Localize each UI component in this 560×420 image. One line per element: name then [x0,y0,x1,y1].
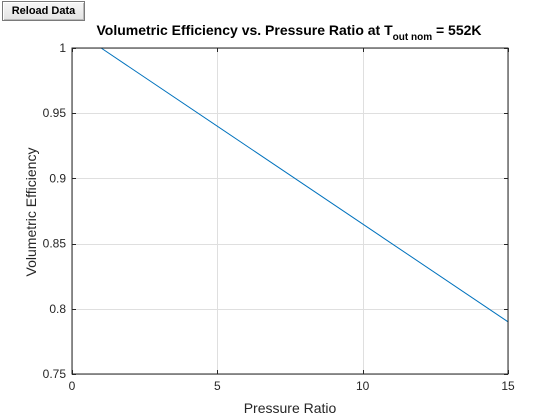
x-tick-label: 15 [501,379,515,393]
y-tick-label: 0.75 [43,367,67,381]
y-tick-label: 0.85 [43,237,67,251]
series-line [100,47,509,323]
chart-title: Volumetric Efficiency vs. Pressure Ratio… [96,22,481,43]
grid [72,48,509,375]
chart-title-subscript: out nom [393,32,433,43]
chart-title-main: Volumetric Efficiency vs. Pressure Ratio… [96,22,393,38]
y-axis-label: Volumetric Efficiency [23,148,39,277]
reload-data-button[interactable]: Reload Data [2,1,85,21]
ticks: 0 5 10 15 0.75 0.8 0.85 0.9 0.95 1 [43,41,515,393]
y-tick-label: 0.9 [49,171,66,185]
series-layer [100,47,509,323]
plot-area-border [71,47,509,375]
y-tick-label: 0.8 [49,302,66,316]
y-tick-label: 0.95 [43,106,67,120]
x-tick-label: 10 [356,379,370,393]
x-tick-label: 5 [214,379,221,393]
x-tick-label: 0 [69,379,76,393]
chart-title-suffix: = 552K [432,22,481,38]
x-axis-label: Pressure Ratio [244,400,337,416]
y-tick-label: 1 [59,41,66,55]
